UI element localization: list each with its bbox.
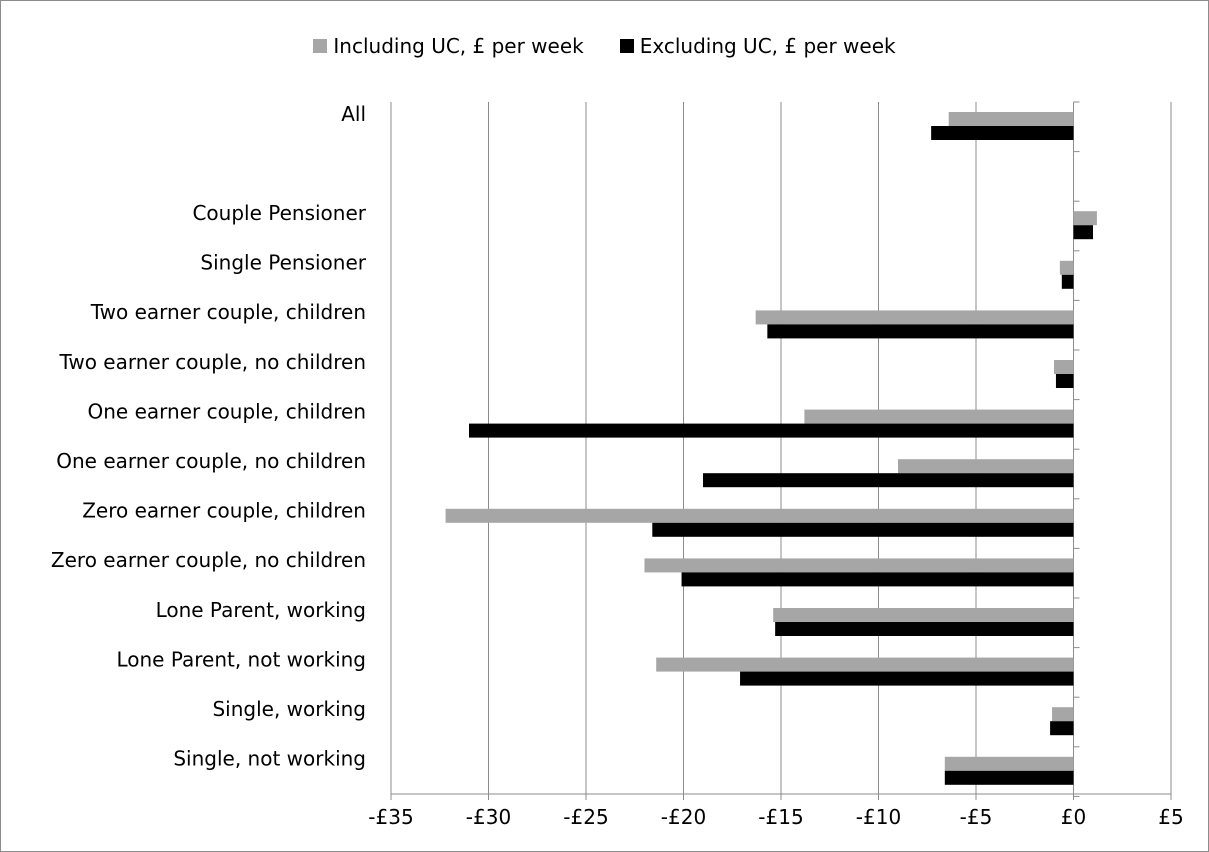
category-label: Lone Parent, not working <box>116 647 366 671</box>
bar <box>1056 374 1074 388</box>
x-tick-label: -£10 <box>856 805 901 829</box>
category-label: Lone Parent, working <box>156 598 366 622</box>
bar <box>1050 721 1073 735</box>
category-label: One earner couple, no children <box>56 449 366 473</box>
x-tick-label: -£30 <box>466 805 511 829</box>
category-label: Zero earner couple, children <box>82 499 366 523</box>
category-label: Two earner couple, no children <box>58 350 366 374</box>
bar <box>767 324 1073 338</box>
x-tick-label: £5 <box>1158 805 1183 829</box>
bar <box>949 112 1074 126</box>
bar <box>1074 225 1094 239</box>
bar <box>1074 211 1097 225</box>
category-label: Zero earner couple, no children <box>51 548 366 572</box>
bar <box>1062 275 1074 289</box>
bar <box>945 757 1074 771</box>
category-label: Single Pensioner <box>200 251 366 275</box>
bar <box>740 672 1073 686</box>
bar <box>446 509 1074 523</box>
bar <box>1054 360 1074 374</box>
x-tick-label: £0 <box>1061 805 1086 829</box>
bar <box>931 126 1073 140</box>
category-label: Couple Pensioner <box>192 201 366 225</box>
bar <box>645 558 1074 572</box>
x-tick-label: -£25 <box>563 805 608 829</box>
x-tick-label: -£15 <box>758 805 803 829</box>
bar <box>469 424 1074 438</box>
x-tick-label: -£5 <box>960 805 993 829</box>
category-label: Single, not working <box>173 747 366 771</box>
bar <box>775 622 1073 636</box>
category-label: One earner couple, children <box>88 399 367 423</box>
bar <box>773 608 1073 622</box>
bar <box>652 523 1073 537</box>
bar <box>656 658 1073 672</box>
bar <box>898 459 1074 473</box>
category-label: Single, working <box>212 697 366 721</box>
bar <box>682 572 1074 586</box>
category-label: All <box>341 102 366 126</box>
bar <box>703 473 1074 487</box>
bar <box>804 410 1073 424</box>
bar <box>945 771 1074 785</box>
x-tick-label: -£35 <box>368 805 413 829</box>
x-tick-label: -£20 <box>661 805 706 829</box>
bar <box>1052 707 1073 721</box>
bar <box>756 310 1074 324</box>
category-label: Two earner couple, children <box>90 300 366 324</box>
bar <box>1060 261 1074 275</box>
